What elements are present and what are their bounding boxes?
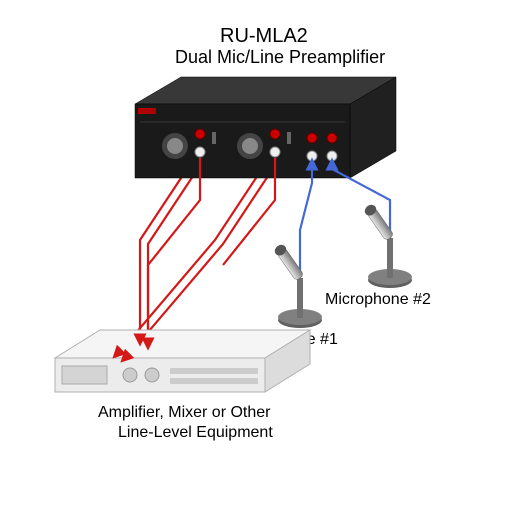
front-output-cables [148, 158, 275, 342]
mic-cables [300, 164, 390, 310]
model-number: RU-MLA2 [220, 25, 308, 47]
product-description: Dual Mic/Line Preamplifier [175, 47, 385, 67]
mic2-label: Microphone #2 [325, 291, 431, 308]
preamp-unit [135, 77, 396, 178]
microphone-1 [273, 243, 322, 328]
equipment-unit [55, 330, 310, 392]
microphone-2 [363, 203, 412, 288]
equipment-label-2: Line-Level Equipment [118, 424, 273, 441]
wiring-diagram: RU-MLA2 Dual Mic/Line Preamplifier [0, 0, 510, 510]
equipment-label-1: Amplifier, Mixer or Other [98, 404, 271, 421]
